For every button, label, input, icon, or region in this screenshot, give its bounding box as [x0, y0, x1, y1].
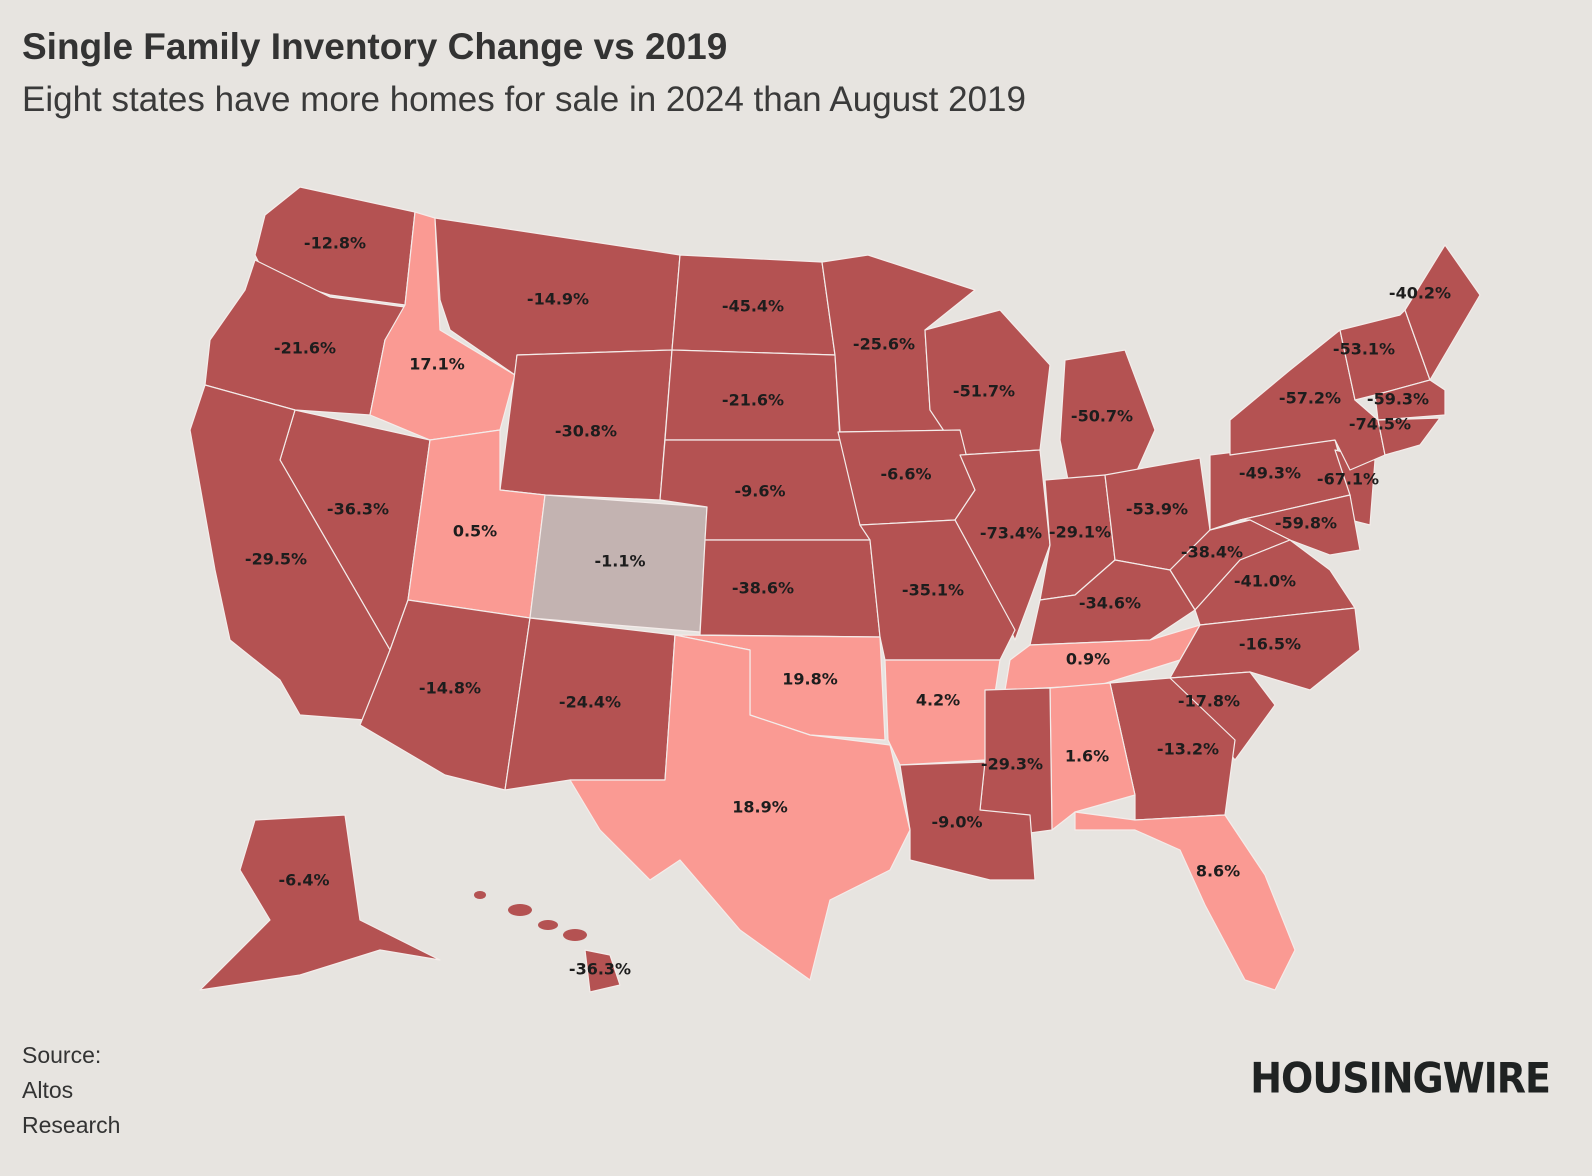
state-value-label-or: -21.6%: [274, 339, 336, 358]
state-value-label-va: -41.0%: [1234, 572, 1296, 591]
state-shape-ar: [884, 659, 1001, 766]
hawaii-island-shape: [474, 891, 486, 899]
state-value-label-ga: -13.2%: [1157, 740, 1219, 759]
state-value-label-al: 1.6%: [1065, 747, 1109, 766]
state-value-label-sd: -21.6%: [722, 391, 784, 410]
state-shape-ma: [1374, 379, 1446, 421]
state-shape-wy: [499, 349, 673, 501]
state-value-label-ca: -29.5%: [245, 550, 307, 569]
state-shape-fl: [1074, 811, 1296, 991]
state-value-label-wv: -38.4%: [1181, 543, 1243, 562]
state-shape-ak: [199, 814, 441, 991]
state-value-label-ak: -6.4%: [278, 871, 329, 890]
state-value-label-in: -29.1%: [1049, 523, 1111, 542]
state-value-label-tx: 18.9%: [732, 798, 788, 817]
state-shape-hi: [584, 949, 621, 993]
state-value-label-tn: 0.9%: [1066, 650, 1110, 669]
state-value-label-il: -73.4%: [980, 524, 1042, 543]
state-value-label-ne: -9.6%: [734, 482, 785, 501]
state-value-label-me: -40.2%: [1389, 284, 1451, 303]
state-value-label-ma: -59.3%: [1367, 390, 1429, 409]
source-note: Source: Altos Research: [22, 1038, 120, 1143]
state-value-label-mi: -50.7%: [1071, 407, 1133, 426]
hawaii-island-shape: [563, 929, 587, 941]
state-shape-ca: [189, 384, 391, 721]
state-value-label-ok: 19.8%: [782, 670, 838, 689]
state-value-label-nm: -24.4%: [559, 693, 621, 712]
state-value-label-wa: -12.8%: [304, 234, 366, 253]
hawaii-island-shape: [538, 920, 558, 930]
state-value-label-ny: -57.2%: [1279, 389, 1341, 408]
state-value-label-hi: -36.3%: [569, 960, 631, 979]
state-shapes: [189, 186, 1481, 993]
state-shape-nc: [1169, 607, 1361, 691]
source-line-2: Research: [22, 1112, 121, 1138]
state-value-label-ct: -74.5%: [1349, 415, 1411, 434]
housingwire-logo: HOUSINGWIRE: [1250, 1053, 1551, 1103]
state-value-label-nc: -16.5%: [1239, 635, 1301, 654]
state-value-label-ky: -34.6%: [1079, 594, 1141, 613]
state-value-label-mt: -14.9%: [527, 290, 589, 309]
state-value-label-md: -59.8%: [1275, 514, 1337, 533]
state-shape-or: [204, 259, 406, 416]
hawaii-island-shape: [508, 904, 532, 916]
state-value-label-ar: 4.2%: [916, 691, 960, 710]
state-value-label-ms: -29.3%: [981, 755, 1043, 774]
state-value-label-nv: -36.3%: [327, 500, 389, 519]
state-value-label-ut: 0.5%: [453, 522, 497, 541]
state-value-label-ia: -6.6%: [880, 465, 931, 484]
source-label: Source:: [22, 1042, 102, 1068]
map-subtitle: Eight states have more homes for sale in…: [22, 80, 1026, 119]
state-value-label-mn: -25.6%: [853, 335, 915, 354]
state-shape-il: [954, 449, 1051, 641]
state-value-label-nj: -67.1%: [1317, 470, 1379, 489]
state-value-label-ks: -38.6%: [732, 579, 794, 598]
state-value-label-oh: -53.9%: [1126, 500, 1188, 519]
state-value-label-wy: -30.8%: [555, 422, 617, 441]
map-title: Single Family Inventory Change vs 2019: [22, 26, 728, 67]
state-value-label-vt: -53.1%: [1333, 340, 1395, 359]
state-value-label-pa: -49.3%: [1239, 464, 1301, 483]
state-value-label-la: -9.0%: [931, 813, 982, 832]
state-value-label-mo: -35.1%: [902, 581, 964, 600]
state-value-label-co: -1.1%: [594, 552, 645, 571]
state-value-label-nd: -45.4%: [722, 297, 784, 316]
state-shape-tx: [569, 634, 911, 981]
state-shape-me: [1404, 244, 1481, 381]
source-line-1: Altos: [22, 1077, 74, 1103]
state-shape-la: [899, 761, 1036, 881]
state-value-label-id: 17.1%: [409, 355, 465, 374]
state-value-label-sc: -17.8%: [1178, 692, 1240, 711]
state-value-label-az: -14.8%: [419, 679, 481, 698]
state-labels: -12.8% -21.6% 17.1% -14.9% -45.4% -30.8% -21.6…: [245, 234, 1451, 979]
state-value-label-wi: -51.7%: [953, 382, 1015, 401]
state-value-label-fl: 8.6%: [1196, 862, 1240, 881]
state-shape-ct: [1377, 417, 1441, 456]
